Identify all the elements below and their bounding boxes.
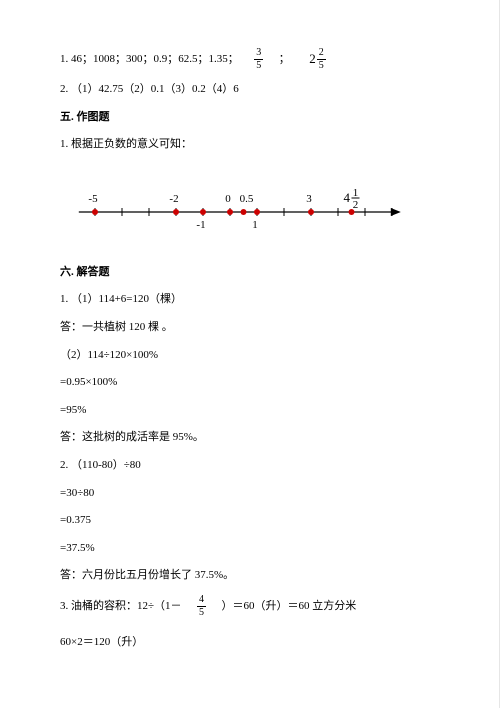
sec5-q1: 1. 根据正负数的意义可知： bbox=[60, 136, 440, 154]
svg-text:-2: -2 bbox=[169, 193, 178, 205]
svg-text:-5: -5 bbox=[88, 193, 98, 205]
frac-4-5: 4 5 bbox=[197, 595, 206, 618]
number-line: -5-2-100.513412 bbox=[60, 172, 440, 242]
svg-text:0: 0 bbox=[225, 193, 231, 205]
q3-step1-b: ）＝60（升）＝60 立方分米 bbox=[222, 600, 357, 612]
q1-step3: =0.95×100% bbox=[60, 374, 440, 392]
q2-ans: 答：六月份比五月份增长了 37.5%。 bbox=[60, 567, 440, 585]
frac-d: 5 bbox=[317, 60, 326, 71]
page: 1. 46；1008；300；0.9；62.5；1.35； 3 5 ； 2 2 … bbox=[0, 0, 500, 708]
q1-ans1: 答：一共植树 120 棵 。 bbox=[60, 319, 440, 337]
svg-text:0.5: 0.5 bbox=[240, 193, 254, 205]
mixed-2-2-5: 2 2 5 bbox=[309, 48, 326, 71]
svg-text:-1: -1 bbox=[196, 219, 205, 231]
svg-text:4: 4 bbox=[344, 190, 351, 205]
answer-2: 2. （1）42.75（2）0.1（3）0.2（4）6 bbox=[60, 81, 440, 99]
sep: ； bbox=[279, 53, 290, 65]
svg-text:1: 1 bbox=[353, 187, 359, 199]
frac-n: 3 bbox=[254, 48, 263, 60]
q1-step4: =95% bbox=[60, 402, 440, 420]
q2-step1: 2. （110-80）÷80 bbox=[60, 457, 440, 475]
q2-step2: =30÷80 bbox=[60, 485, 440, 503]
frac-d: 5 bbox=[254, 60, 263, 71]
svg-text:3: 3 bbox=[306, 193, 312, 205]
section-5-heading: 五. 作图题 bbox=[60, 109, 440, 127]
frac-n: 2 bbox=[317, 48, 326, 60]
svg-text:2: 2 bbox=[353, 199, 359, 211]
q2-step3: =0.375 bbox=[60, 512, 440, 530]
frac-2-5: 2 5 bbox=[317, 48, 326, 71]
section-6-heading: 六. 解答题 bbox=[60, 264, 440, 282]
svg-text:1: 1 bbox=[252, 219, 258, 231]
frac-d: 5 bbox=[197, 607, 206, 618]
number-line-svg: -5-2-100.513412 bbox=[60, 172, 420, 242]
q1-step1: 1. （1）114+6=120（棵） bbox=[60, 291, 440, 309]
q1-ans2: 答：这批树的成活率是 95%。 bbox=[60, 429, 440, 447]
frac-n: 4 bbox=[197, 595, 206, 607]
q1-step2: （2）114÷120×100% bbox=[60, 347, 440, 365]
mixed-whole: 2 bbox=[309, 49, 316, 70]
answer-1: 1. 46；1008；300；0.9；62.5；1.35； 3 5 ； 2 2 … bbox=[60, 48, 440, 71]
answer-1-prefix: 1. 46；1008；300；0.9；62.5；1.35； bbox=[60, 53, 239, 65]
q3-step1-a: 3. 油桶的容积：12÷（1－ bbox=[60, 600, 182, 612]
q3-step2: 60×2＝120（升） bbox=[60, 634, 440, 652]
frac-3-5: 3 5 bbox=[254, 48, 263, 71]
q3-step1: 3. 油桶的容积：12÷（1－ 4 5 ）＝60（升）＝60 立方分米 bbox=[60, 595, 440, 618]
q2-step4: =37.5% bbox=[60, 540, 440, 558]
